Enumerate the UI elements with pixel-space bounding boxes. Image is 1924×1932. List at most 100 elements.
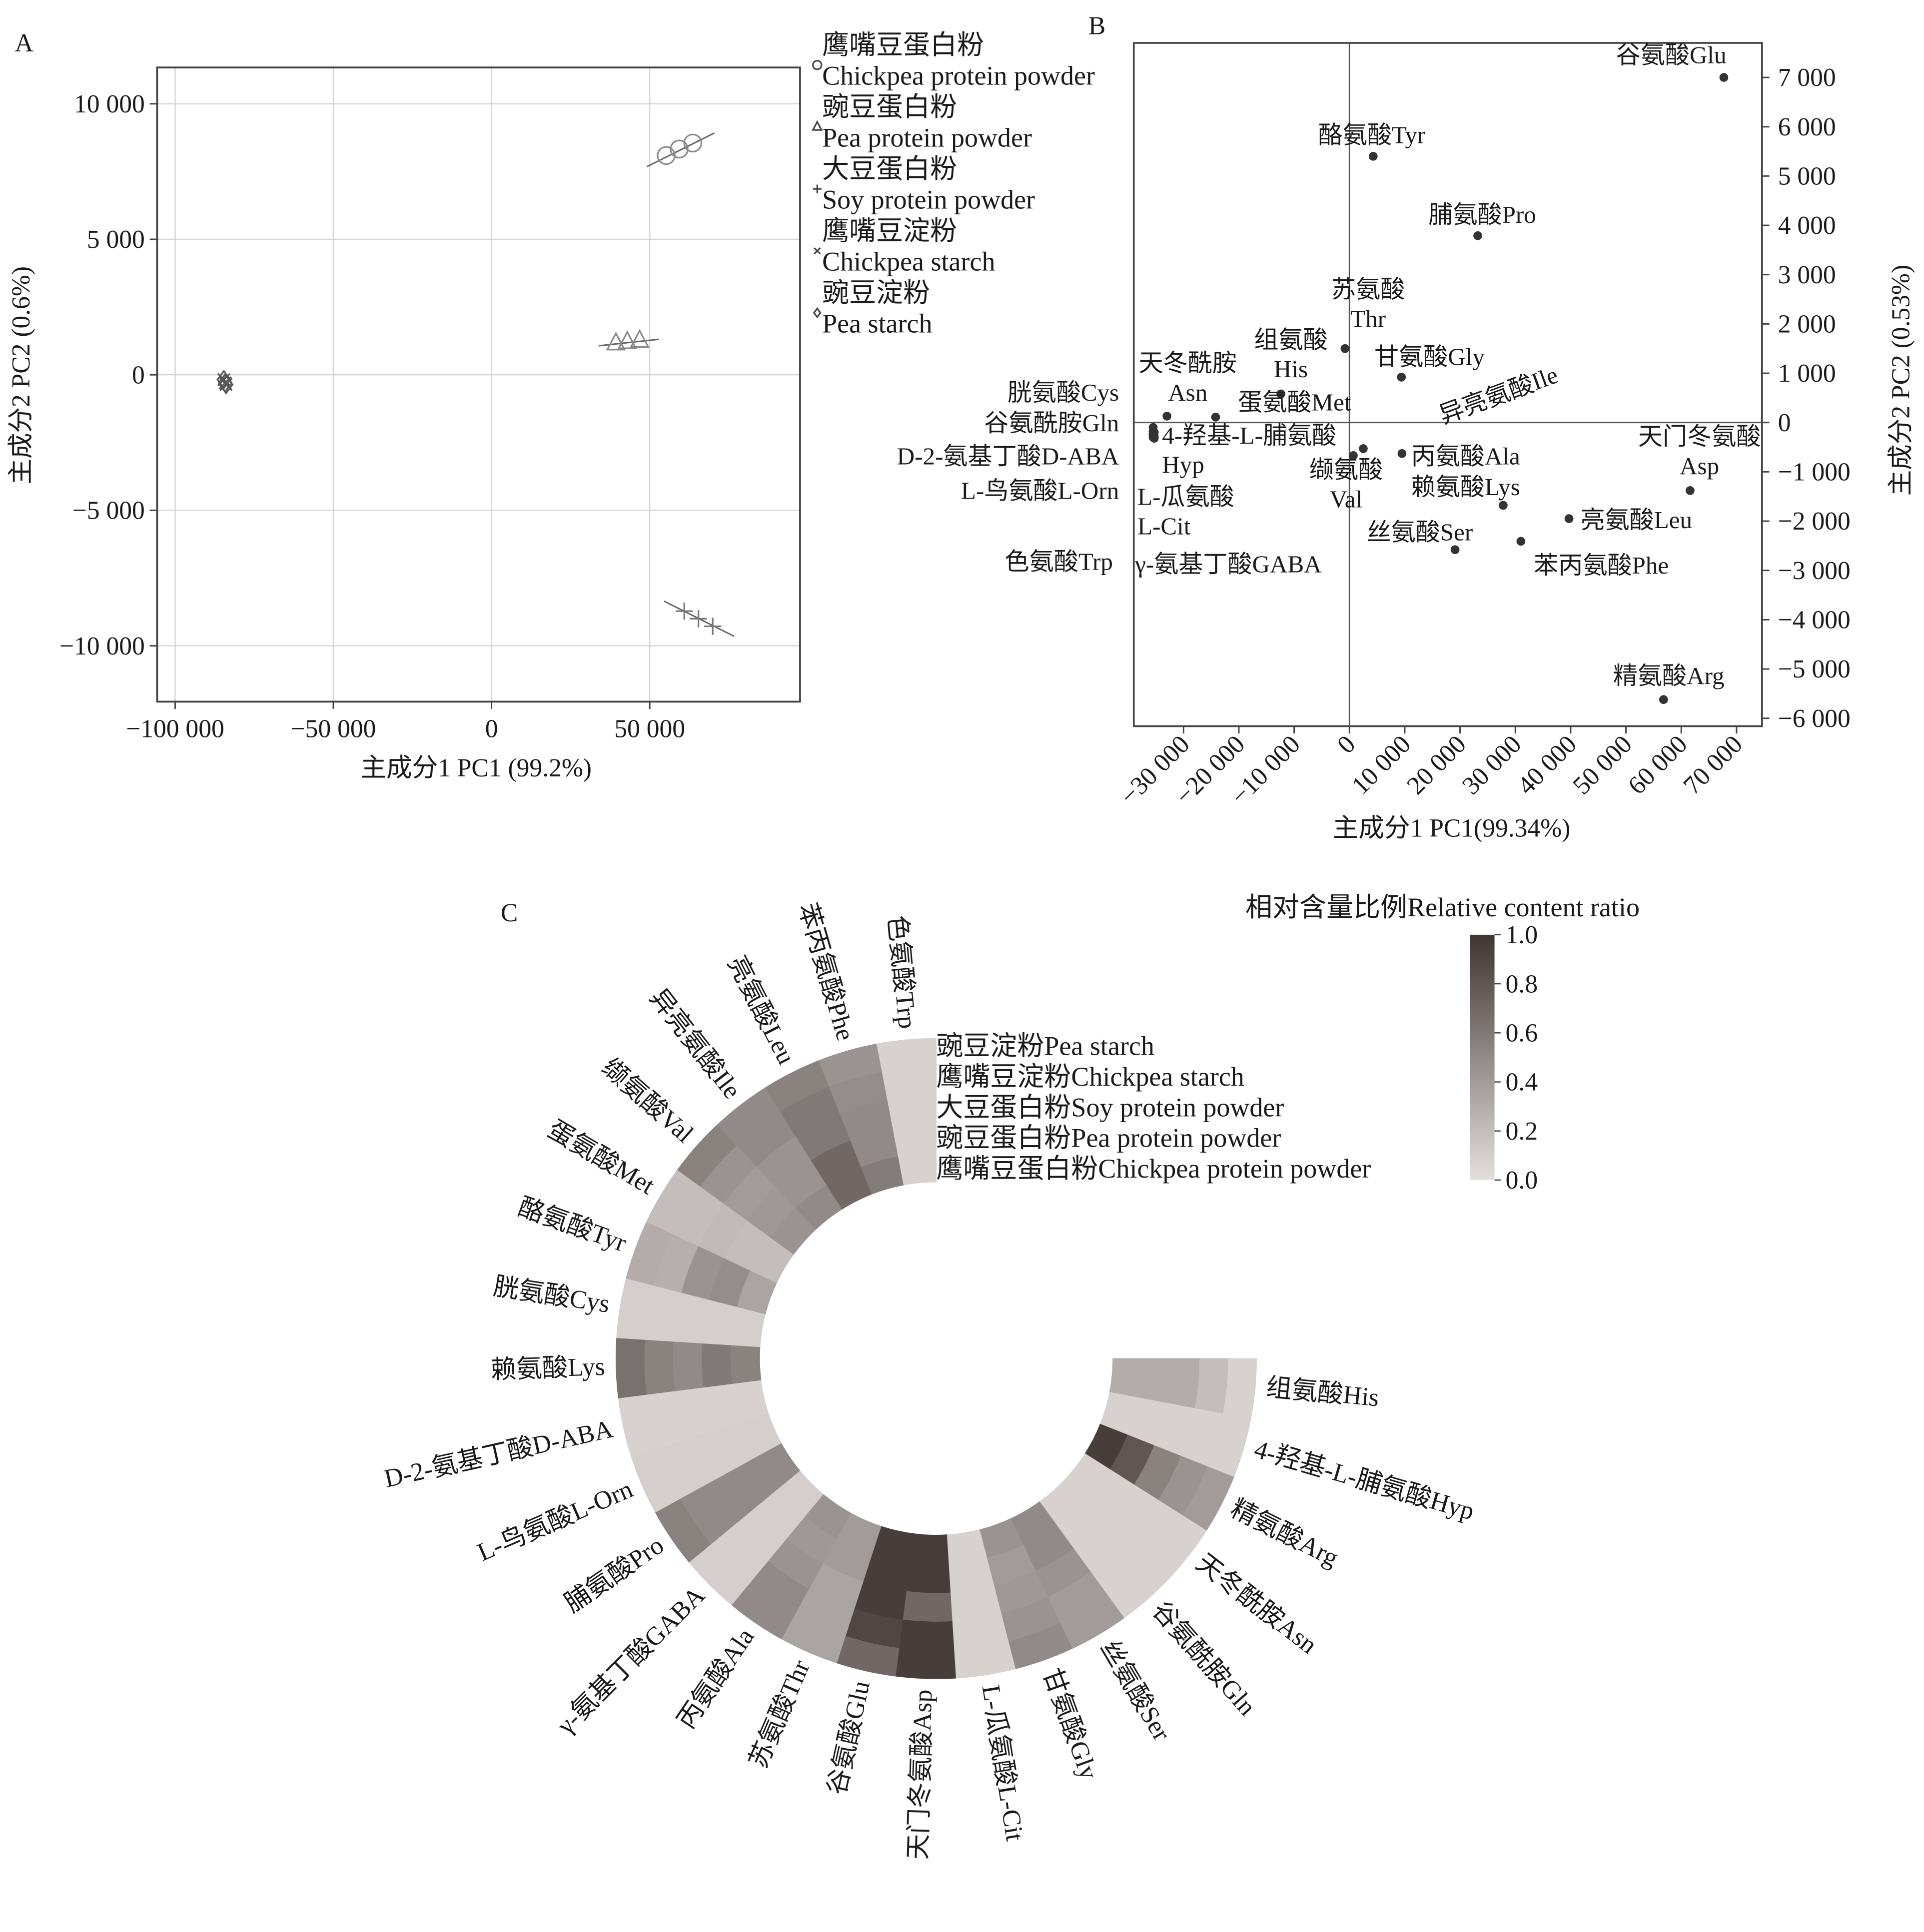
a-point-plus [690, 610, 707, 628]
c-colorbar [1470, 934, 1495, 1180]
b-y-tick-label: −2 000 [1778, 507, 1851, 536]
c-heatmap-cell [1109, 1358, 1142, 1398]
c-amino-acid-label: 精氨酸Arg [1226, 1494, 1343, 1573]
c-heatmap-cell [899, 1619, 955, 1651]
a-legend-marker-circle [812, 59, 823, 70]
a-legend-marker-diamond [813, 307, 822, 319]
a-fit-line [599, 338, 659, 347]
c-colorbar-tick-label: 0.6 [1506, 1019, 1538, 1047]
a-y-tick-label: 10 000 [74, 90, 145, 118]
c-amino-acid-label: L-瓜氨酸L-Cit [976, 1683, 1029, 1844]
c-amino-acid-label: 苏氨酸Thr [744, 1656, 816, 1772]
b-y-tick-label: 5 000 [1778, 162, 1836, 191]
b-point-label: 甘氨酸Gly [1374, 343, 1485, 371]
b-point-label: Asn [1168, 379, 1207, 406]
c-amino-acid-label: 天冬酰胺Asn [1191, 1548, 1322, 1659]
b-loading-point [1397, 449, 1407, 458]
a-x-tick-label: −50 000 [291, 715, 376, 743]
c-amino-acid-label: 胱氨酸Cys [491, 1272, 612, 1318]
a-plot-frame [156, 66, 801, 703]
c-amino-acid-label: 天门冬氨酸Asp [904, 1689, 938, 1860]
panel-c-circular-heatmap: C 色氨酸Trp 苯丙氨酸Phe亮氨酸Leu异亮氨酸Ile缬氨酸Val蛋氨酸Met… [382, 892, 1640, 1860]
a-fit-line [646, 132, 715, 167]
a-point-diamond [218, 374, 234, 395]
a-y-tick-label: 5 000 [87, 225, 145, 254]
a-legend-label-cn: 豌豆蛋白粉 [822, 92, 957, 122]
b-loading-point [1450, 545, 1460, 555]
a-x-axis-title: 主成分1 PC1 (99.2%) [360, 754, 592, 782]
a-x-tick-label: −100 000 [126, 715, 224, 743]
a-legend-label-cn: 鹰嘴豆蛋白粉 [822, 30, 984, 60]
panel-label-b: B [1088, 12, 1105, 40]
c-amino-acid-label: 亮氨酸Leu [722, 951, 801, 1069]
b-loading-point [1564, 514, 1574, 523]
c-amino-acid-label: 苯丙氨酸Phe [793, 900, 860, 1044]
c-heatmap-cell [881, 1067, 937, 1101]
b-point-label: 苯丙氨酸Phe [1534, 552, 1669, 579]
a-gridlines [157, 67, 800, 702]
panel-label-a: A [15, 29, 33, 57]
b-loading-point [1349, 451, 1358, 460]
b-loading-point [1211, 413, 1220, 422]
a-point-circle [683, 133, 703, 153]
a-point-plus [704, 618, 722, 635]
b-point-label: L-鸟氨酸L-Orn [961, 477, 1119, 504]
b-y-tick-label: 1 000 [1778, 359, 1836, 388]
b-point-label: 脯氨酸Pro [1428, 201, 1536, 228]
b-point-label: His [1274, 355, 1308, 383]
b-loading-point [1719, 73, 1729, 82]
b-point-label: 异亮氨酸Ile [1436, 361, 1562, 429]
c-heatmap-cell [1194, 1358, 1228, 1414]
a-data-marks [216, 132, 735, 637]
a-legend-label-cn: 鹰嘴豆淀粉 [822, 216, 957, 246]
c-heatmap-cell [910, 1533, 950, 1564]
c-sample-label: 豌豆淀粉Pea starch [936, 1031, 1154, 1061]
c-amino-acid-label: 蛋氨酸Met [543, 1115, 660, 1200]
c-heatmap-cell [906, 1562, 952, 1593]
a-legend-label-en: Soy protein powder [822, 184, 1035, 214]
a-y-tick-label: −10 000 [59, 632, 145, 660]
b-y-tick-label: 2 000 [1778, 310, 1836, 339]
c-amino-acid-label: L-鸟氨酸L-Orn [473, 1475, 637, 1567]
a-legend-label-en: Chickpea starch [822, 246, 995, 276]
b-loading-point [1149, 434, 1159, 443]
b-y-tick-label: 3 000 [1778, 261, 1836, 289]
panel-label-c: C [501, 899, 518, 927]
b-point-label: Asp [1680, 452, 1719, 480]
b-x-tick-label: 30 000 [1457, 730, 1527, 800]
a-legend-label-en: Chickpea protein powder [822, 60, 1095, 90]
b-y-tick-label: −6 000 [1778, 704, 1851, 733]
c-amino-acid-label: 组氨酸His [1265, 1373, 1380, 1412]
b-loading-point [1499, 501, 1508, 510]
b-loading-point [1369, 152, 1378, 161]
b-x-tick-label: 70 000 [1678, 730, 1749, 800]
c-amino-acid-label: 甘氨酸Gly [1037, 1665, 1103, 1784]
b-point-label: 天冬酰胺 [1139, 349, 1237, 377]
a-x-tick-label: 50 000 [614, 715, 685, 743]
c-colorbar-title: 相对含量比例Relative content ratio [1245, 892, 1640, 922]
b-x-tick-label: 40 000 [1512, 730, 1583, 800]
c-heatmap-cell [897, 1153, 937, 1186]
c-heatmap-cell [903, 1590, 954, 1622]
a-legend-label-cn: 豌豆淀粉 [822, 278, 930, 308]
c-sample-label: 豌豆蛋白粉Pea protein powder [936, 1123, 1281, 1153]
a-point-diamond [216, 370, 231, 390]
c-sample-label: 鹰嘴豆蛋白粉Chickpea protein powder [936, 1154, 1371, 1184]
b-point-label: 丝氨酸Ser [1366, 519, 1473, 546]
b-loading-point [1276, 389, 1285, 399]
b-loading-point [1516, 537, 1526, 546]
b-point-label: 赖氨酸Lys [1411, 473, 1520, 501]
b-point-label: 缬氨酸 [1309, 456, 1383, 484]
a-series-triangle [599, 329, 659, 351]
b-point-label: 亮氨酸Leu [1580, 506, 1692, 534]
b-x-tick-label: 10 000 [1346, 730, 1417, 800]
b-y-tick-label: 6 000 [1778, 113, 1836, 141]
a-y-tick-label: −5 000 [72, 497, 145, 525]
c-amino-acid-label: 脯氨酸Pro [559, 1531, 669, 1618]
c-amino-acid-label: 酪氨酸Tyr [515, 1193, 630, 1258]
b-point-label: 精氨酸Arg [1613, 662, 1725, 689]
b-y-tick-label: −5 000 [1778, 655, 1851, 683]
c-sample-label: 鹰嘴豆淀粉Chickpea starch [936, 1062, 1244, 1092]
